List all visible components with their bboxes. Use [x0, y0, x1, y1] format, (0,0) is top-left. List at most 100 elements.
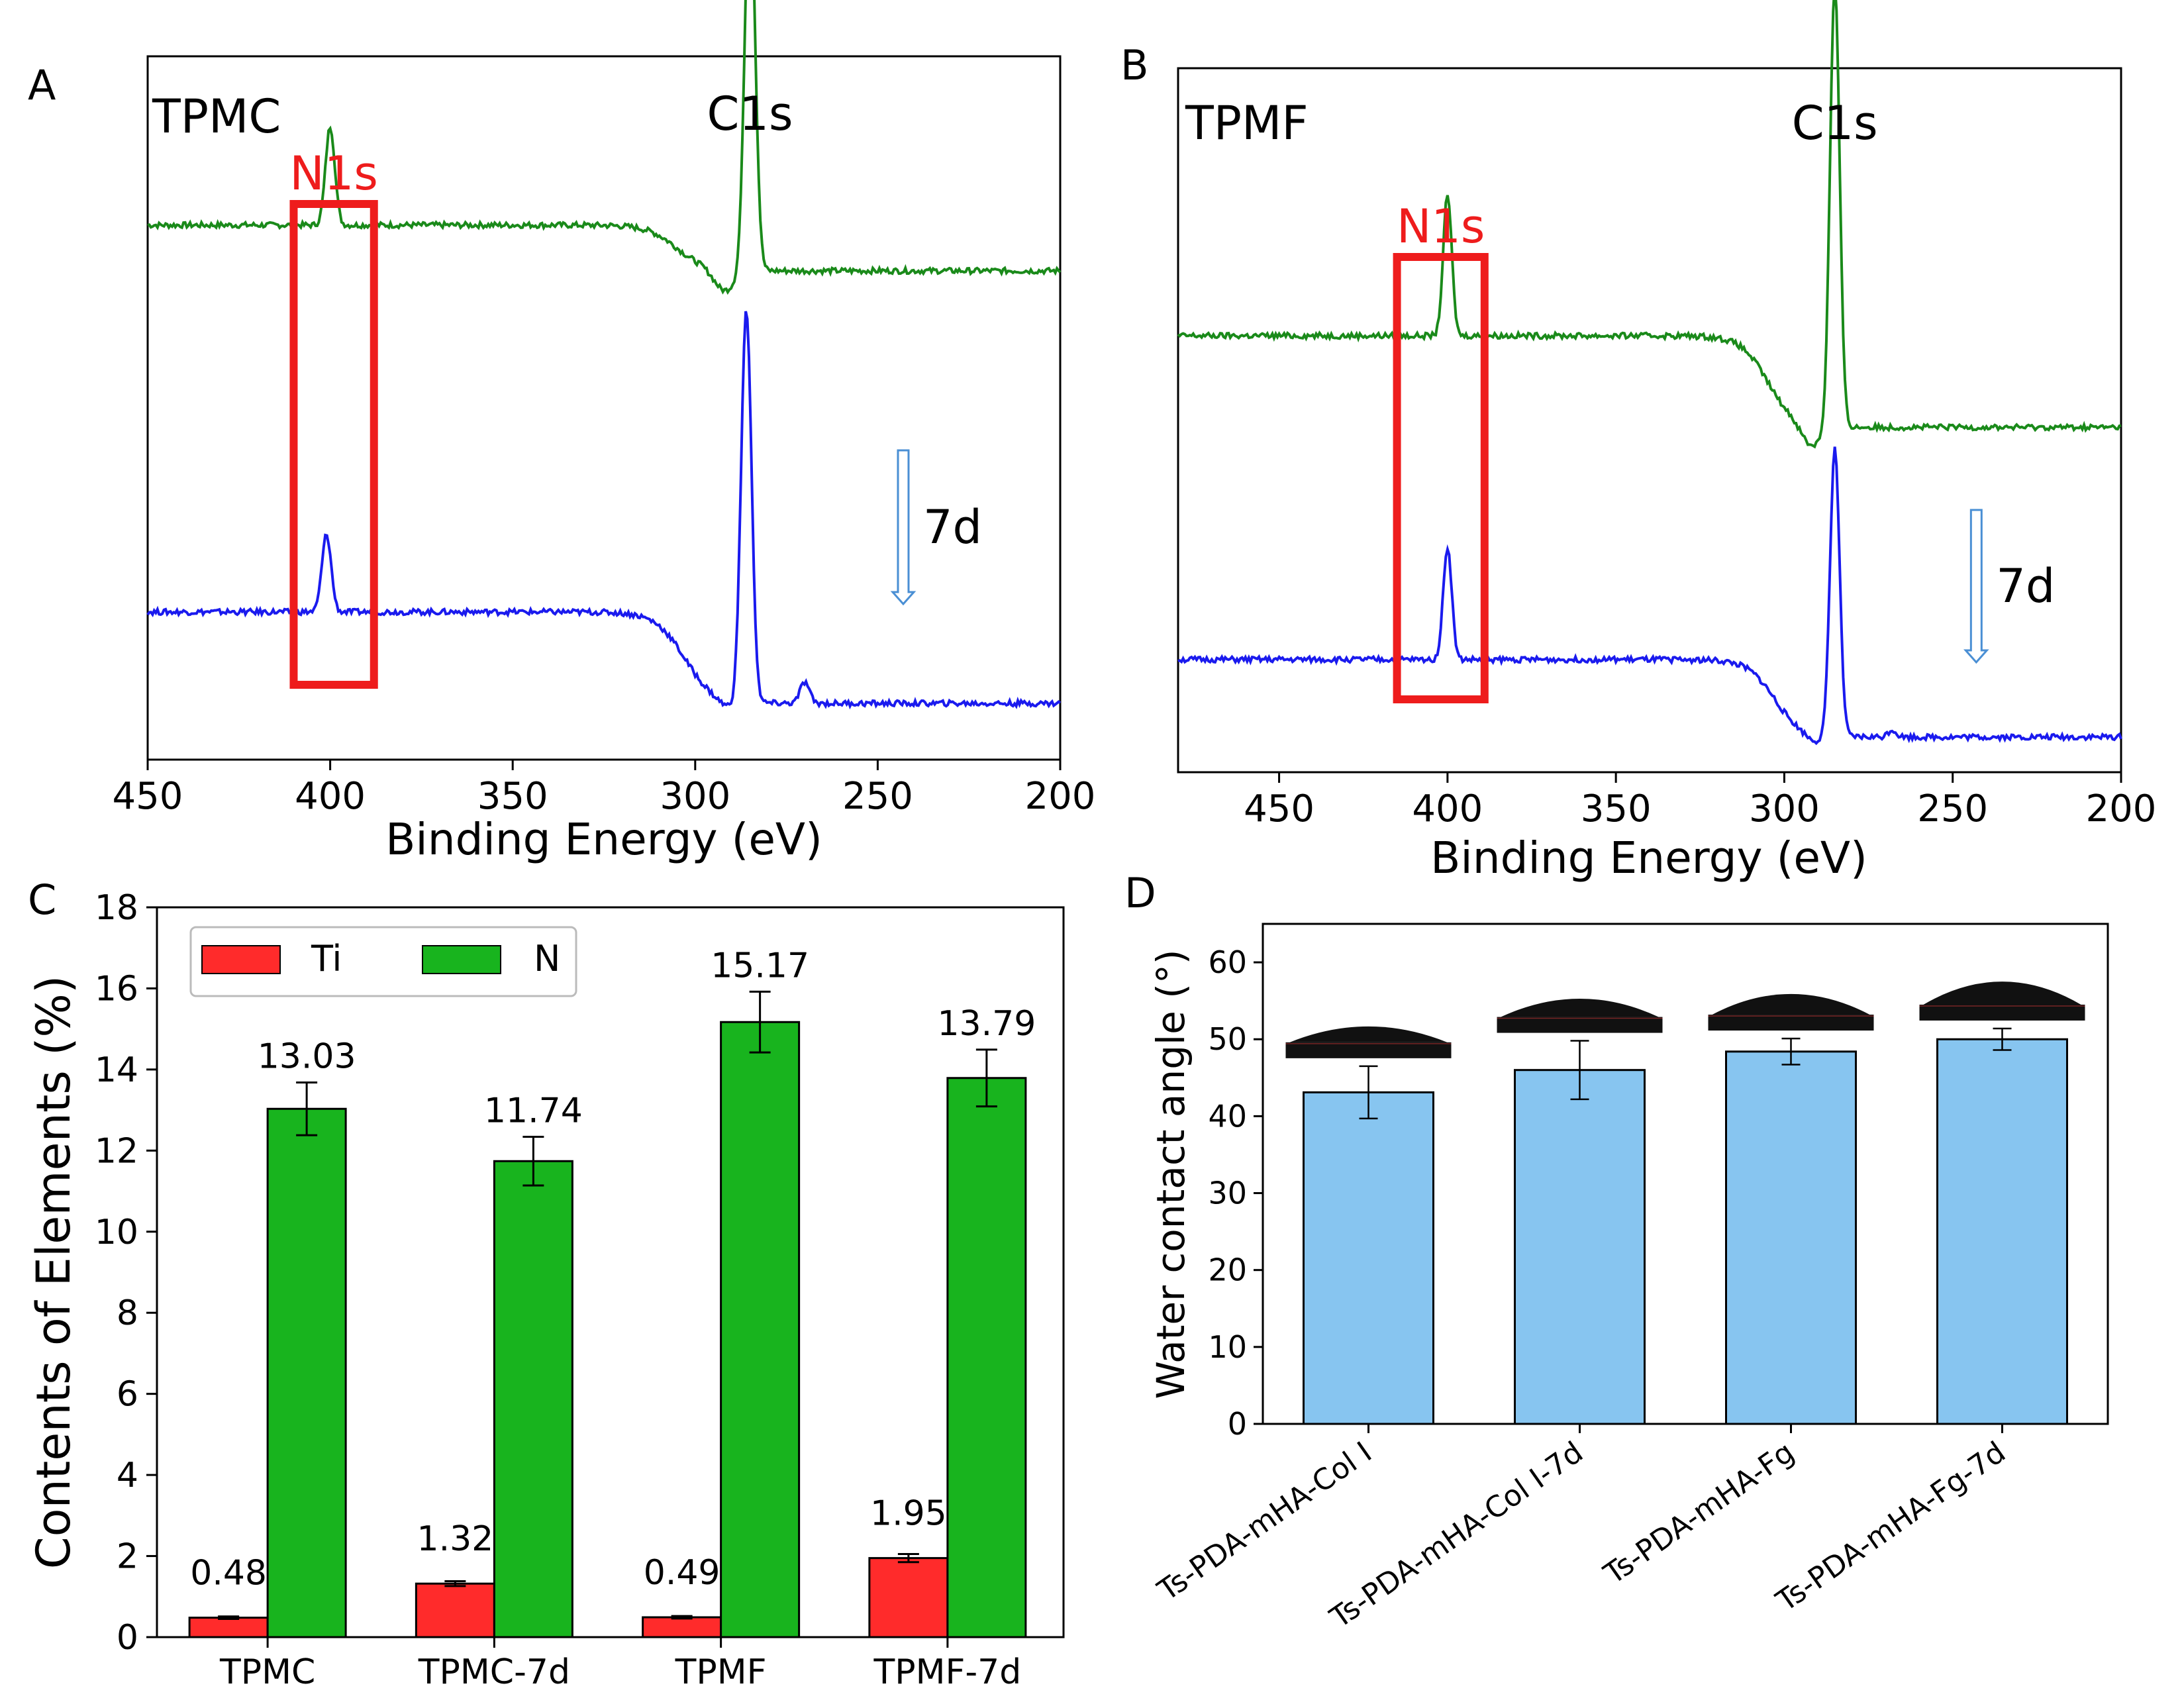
- panel-a-n1s-label: N1s: [289, 146, 377, 201]
- panel-c-value-label: 11.74: [484, 1091, 583, 1131]
- panel-b: B 450 400 350 300 250 200 N1s C1s TPMF 7d Bin…: [1120, 0, 2156, 883]
- panel-b-arrow-shape: [1963, 509, 1989, 664]
- panel-d-y-tick-label: 50: [1208, 1021, 1247, 1057]
- panel-c-y-tick-label: 6: [117, 1375, 138, 1415]
- panel-c-y-tick-label: 14: [95, 1050, 138, 1090]
- panel-c-bar-n: [493, 1160, 573, 1638]
- panel-d-x-tick-label: Ts-PDA-mHA-Fg: [1597, 1435, 1800, 1591]
- panel-c-x-tick-label: TPMF: [675, 1652, 767, 1692]
- panel-d-y-tick-label: 60: [1208, 944, 1247, 980]
- panel-c-legend-ti-swatch: [201, 945, 281, 974]
- panel-c-value-label: 13.79: [937, 1004, 1036, 1044]
- panel-d-droplet: [1923, 981, 2081, 1005]
- panel-d-droplet-substrate: [1708, 1015, 1874, 1031]
- panel-d-y-axis-title: Water contact angle (°): [1148, 950, 1193, 1399]
- panel-d-y-tick-label: 40: [1208, 1098, 1247, 1134]
- panel-d-letter: D: [1124, 869, 1156, 917]
- panel-c-y-tick-label: 10: [95, 1213, 138, 1252]
- panel-b-sample-label: TPMF: [1185, 96, 1309, 150]
- panel-c-y-tick-label: 18: [95, 888, 138, 928]
- panel-c-bar-ti: [188, 1617, 269, 1638]
- panel-b-c1s-label: C1s: [1792, 96, 1878, 150]
- panel-d-droplet-images: [1285, 981, 2085, 1058]
- panel-d-droplet: [1501, 998, 1659, 1017]
- panel-a-n1s-highlight-box: [289, 200, 378, 689]
- panel-d-x-ticks: Ts-PDA-mHA-Col ITs-PDA-mHA-Col I-7d Ts-PD…: [1152, 1424, 2012, 1635]
- panel-c-bar-ti: [642, 1616, 722, 1638]
- panel-a-x-tick-label: 400: [295, 775, 366, 818]
- panel-a-sample-label: TPMC: [152, 89, 281, 144]
- panel-c-y-tick-label: 12: [95, 1131, 138, 1171]
- panel-a-arrow-shape: [890, 449, 917, 606]
- panel-a-7d-label: 7d: [923, 500, 982, 554]
- panel-a-x-axis-title: Binding Energy (eV): [385, 814, 822, 865]
- panel-a-x-tick-label: 450: [113, 775, 183, 818]
- panel-d-y-tick-label: 10: [1208, 1329, 1247, 1365]
- panel-c-y-axis-title: Contents of Elements (%): [26, 976, 81, 1570]
- panel-d-droplet: [1712, 993, 1870, 1015]
- panel-c-bar-n: [266, 1107, 347, 1638]
- panel-a-spectrum-7d: [146, 311, 1062, 710]
- panel-a-x-tick-label: 350: [477, 775, 548, 818]
- panel-d-droplet-substrate: [1497, 1017, 1663, 1033]
- panel-b-n1s-label: N1s: [1397, 199, 1485, 254]
- panel-b-x-tick-label: 300: [1749, 787, 1820, 830]
- panel-c-bar-ti: [415, 1582, 495, 1638]
- panel-c-legend-n-label: N: [534, 938, 560, 980]
- panel-a-letter: A: [28, 61, 56, 109]
- panel-c-value-label: 1.95: [870, 1494, 947, 1534]
- panel-c: C 0 2 4 6 8 10 12 14 16 18 0.48 13.03 1.32 11.74 0.49…: [26, 876, 1065, 1692]
- panel-b-x-tick-label: 250: [1917, 787, 1988, 830]
- panel-a-x-tick-label: 300: [660, 775, 730, 818]
- panel-a-x-tick-label: 200: [1025, 775, 1096, 818]
- panel-a-x-tick-label: 250: [842, 775, 913, 818]
- panel-c-legend-ti-label: Ti: [311, 938, 342, 980]
- panel-c-value-label: 15.17: [711, 946, 809, 985]
- panel-b-letter: B: [1120, 41, 1149, 89]
- panel-d-y-tick-label: 20: [1208, 1252, 1247, 1288]
- panel-c-y-tick-label: 0: [117, 1618, 138, 1658]
- panel-b-x-axis-title: Binding Energy (eV): [1430, 832, 1867, 883]
- panel-b-spectrum-7d: [1177, 446, 2122, 746]
- panel-c-x-tick-label: TPMF-7d: [873, 1652, 1021, 1692]
- panel-b-x-tick-label: 200: [2086, 787, 2157, 830]
- panel-c-bars: 0.48 13.03 1.32 11.74 0.49 15.17 1.95 13.79: [188, 946, 1036, 1638]
- panel-c-y-tick-label: 2: [117, 1537, 138, 1577]
- panel-d-droplet-substrate: [1285, 1042, 1452, 1058]
- panel-b-x-tick-label: 350: [1581, 787, 1652, 830]
- panel-c-y-tick-label: 16: [95, 969, 138, 1009]
- panel-b-arrow-icon: [1963, 509, 1989, 664]
- panel-c-value-label: 13.03: [258, 1036, 356, 1076]
- panel-d-x-tick-label: Ts-PDA-mHA-Col I: [1152, 1435, 1378, 1608]
- panel-a-plot-frame: [146, 55, 1062, 761]
- panel-c-y-tick-label: 8: [117, 1293, 138, 1333]
- panel-d-y-ticks: 0 10 20 30 40 50 60: [1208, 944, 1263, 1442]
- panel-b-x-ticks: 450 400 350 300 250 200: [1244, 772, 2156, 830]
- panel-c-value-label: 0.49: [644, 1553, 720, 1593]
- panel-d-y-tick-label: 30: [1208, 1176, 1247, 1211]
- panel-b-plot-frame: [1177, 67, 2122, 774]
- panel-c-value-label: 0.48: [190, 1554, 267, 1593]
- panel-c-x-tick-label: TPMC: [219, 1652, 315, 1692]
- panel-d-bar: [1725, 1050, 1857, 1425]
- panel-c-bar-ti: [868, 1557, 949, 1638]
- panel-c-legend-n-swatch: [422, 945, 501, 974]
- panel-c-bar-n: [720, 1021, 801, 1638]
- panel-d-x-tick-label: Ts-PDA-mHA-Fg-7d: [1770, 1435, 2012, 1619]
- panel-b-x-tick-label: 400: [1412, 787, 1483, 830]
- panel-c-legend: Ti N: [189, 926, 577, 997]
- panel-b-n1s-highlight-box: [1393, 253, 1489, 703]
- panel-d-bar: [1303, 1091, 1434, 1425]
- panel-c-legend-box: [189, 926, 577, 997]
- panel-d-bar: [1936, 1038, 2068, 1425]
- panel-a-c1s-label: C1s: [707, 87, 793, 141]
- panel-d-plot-frame: [1262, 923, 2109, 1425]
- panel-d-droplet: [1289, 1026, 1448, 1042]
- panel-c-value-label: 1.32: [417, 1519, 493, 1559]
- panel-c-plot-frame: [156, 906, 1065, 1638]
- panel-a-x-ticks: 450 400 350 300 250 200: [113, 760, 1096, 818]
- panel-b-spectra: [1177, 0, 2122, 746]
- panel-c-x-tick-label: TPMC-7d: [418, 1652, 570, 1692]
- panel-b-7d-label: 7d: [1996, 559, 2055, 613]
